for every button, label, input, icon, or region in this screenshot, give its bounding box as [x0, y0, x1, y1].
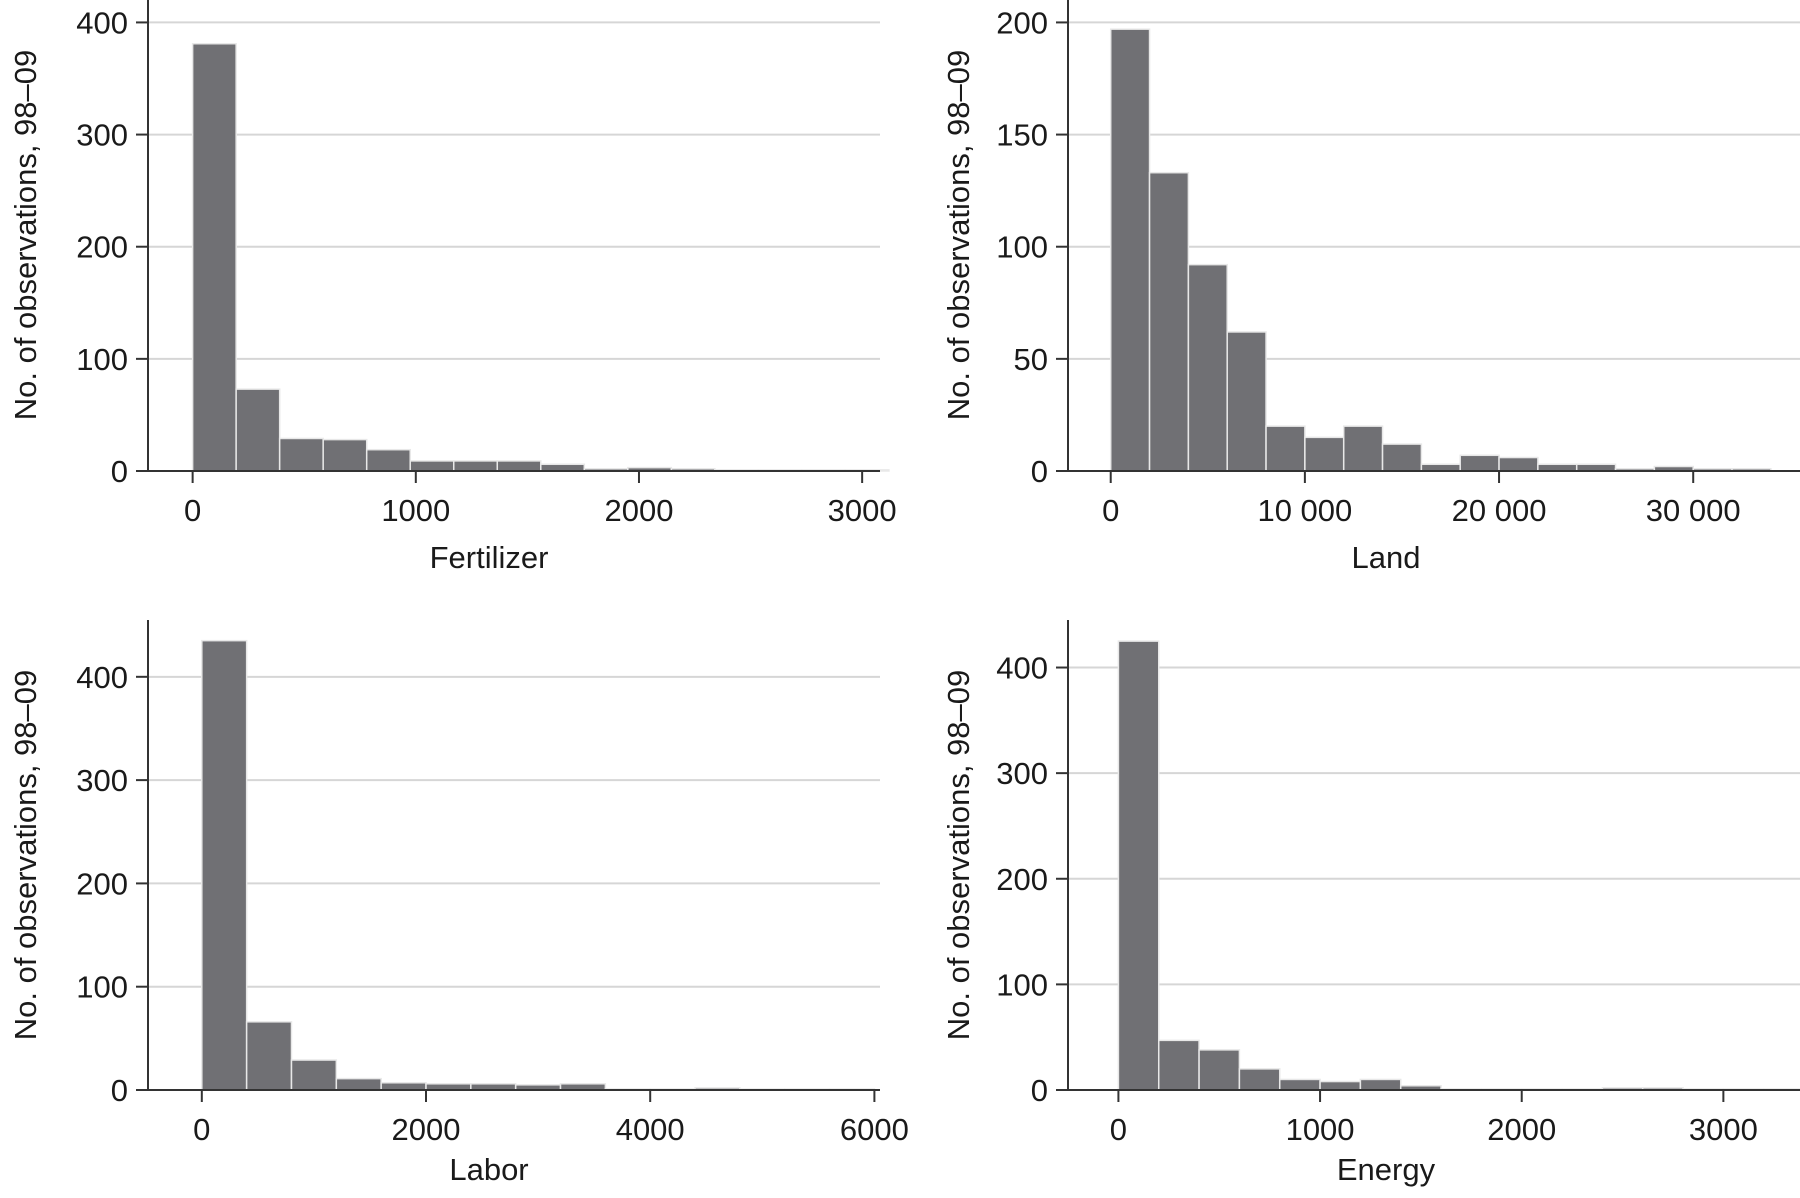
histogram-bar — [540, 463, 586, 472]
y-tick-label: 50 — [1014, 342, 1048, 377]
x-tick-label: 2000 — [1487, 1112, 1556, 1147]
x-tick-label: 3000 — [828, 493, 897, 528]
histogram-bar — [409, 460, 455, 472]
y-tick-label: 100 — [996, 230, 1048, 265]
histogram-bar — [278, 437, 324, 472]
y-tick-label: 100 — [76, 970, 128, 1005]
y-tick-label: 200 — [996, 5, 1048, 40]
histogram-bar — [1187, 263, 1228, 472]
x-axis-title: Energy — [1337, 1152, 1436, 1187]
histogram-bar — [1117, 640, 1160, 1091]
x-tick-label: 0 — [193, 1112, 210, 1147]
x-tick-label: 30 000 — [1646, 493, 1741, 528]
y-axis-title: No. of observations, 98–09 — [941, 670, 976, 1041]
histogram-bar — [1359, 1078, 1402, 1091]
y-tick-label: 400 — [76, 5, 128, 40]
histogram-bar — [1157, 1039, 1200, 1091]
histogram-bar — [290, 1059, 338, 1091]
histogram-bar — [1278, 1078, 1321, 1091]
histogram-bar — [1304, 436, 1345, 472]
x-tick-label: 0 — [1110, 1112, 1127, 1147]
x-tick-label: 3000 — [1689, 1112, 1758, 1147]
histogram-bar — [201, 639, 248, 1091]
y-axis-title: No. of observations, 98–09 — [941, 50, 976, 421]
y-tick-label: 100 — [996, 967, 1048, 1002]
histogram-bar — [1265, 425, 1306, 472]
histogram-bar — [1226, 331, 1267, 472]
histogram-bar — [452, 460, 499, 472]
histogram-bar — [1319, 1080, 1362, 1091]
histogram-bar — [322, 438, 368, 472]
histogram-bar — [380, 1082, 427, 1091]
x-tick-label: 2000 — [604, 493, 673, 528]
y-tick-label: 0 — [111, 1073, 128, 1108]
histogram-bar — [335, 1077, 382, 1091]
y-tick-label: 300 — [996, 756, 1048, 791]
x-axis-title: Labor — [449, 1152, 528, 1187]
x-tick-label: 1000 — [381, 493, 450, 528]
x-tick-label: 10 000 — [1257, 493, 1352, 528]
y-tick-label: 300 — [76, 118, 128, 153]
x-tick-label: 0 — [1102, 493, 1119, 528]
histogram-bar — [1148, 171, 1190, 472]
x-tick-label: 2000 — [392, 1112, 461, 1147]
histogram-bar — [191, 42, 237, 472]
panel-top-right: 0 50 100 150 200 0 10 000 20 000 30 000 Land No. o… — [941, 0, 1800, 575]
histogram-bar — [1459, 454, 1500, 472]
y-tick-label: 100 — [76, 342, 128, 377]
histogram-bar — [1238, 1068, 1281, 1091]
panel-top-left: 0 100 200 300 400 0 1000 2000 3000 Fertilizer No. … — [8, 0, 897, 575]
y-tick-label: 0 — [1031, 454, 1048, 489]
x-tick-label: 20 000 — [1452, 493, 1547, 528]
histogram-bar — [1420, 463, 1461, 472]
x-tick-label: 0 — [184, 493, 201, 528]
panel-bottom-right: 0 100 200 300 400 0 1000 2000 3000 Energy No. of o… — [941, 620, 1800, 1187]
histogram-bar — [1381, 443, 1423, 472]
y-tick-label: 200 — [996, 862, 1048, 897]
x-tick-label: 4000 — [616, 1112, 685, 1147]
y-tick-label: 200 — [76, 866, 128, 901]
x-tick-label: 1000 — [1286, 1112, 1355, 1147]
x-axis-title: Land — [1352, 540, 1421, 575]
histogram-bar — [1198, 1049, 1241, 1091]
histogram-bar — [1498, 456, 1539, 472]
histogram-bar — [1109, 28, 1151, 472]
y-tick-label: 300 — [76, 763, 128, 798]
x-tick-label: 6000 — [840, 1112, 909, 1147]
y-tick-label: 0 — [111, 454, 128, 489]
histogram-bar — [1537, 463, 1578, 472]
histogram-bar — [1342, 425, 1384, 472]
y-tick-label: 0 — [1031, 1073, 1048, 1108]
y-tick-label: 200 — [76, 230, 128, 265]
histogram-bar — [1575, 463, 1617, 472]
histogram-bar — [365, 448, 411, 472]
x-axis-title: Fertilizer — [430, 540, 549, 575]
histogram-bar — [496, 460, 542, 472]
histogram-bar — [245, 1021, 293, 1091]
y-axis-title: No. of observations, 98–09 — [8, 670, 43, 1041]
y-tick-label: 150 — [996, 118, 1048, 153]
y-tick-label: 400 — [76, 660, 128, 695]
histogram-bar — [235, 388, 281, 472]
y-axis-title: No. of observations, 98–09 — [8, 50, 43, 421]
y-tick-label: 400 — [996, 651, 1048, 686]
